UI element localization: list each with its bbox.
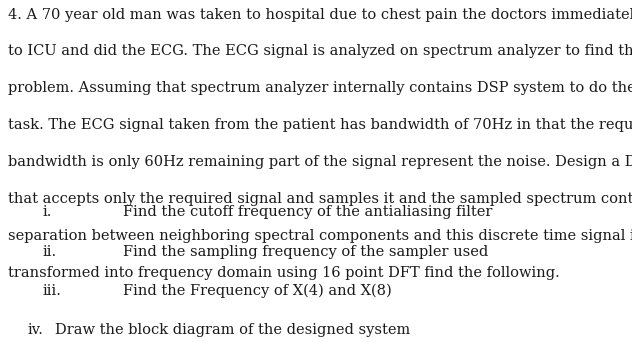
Text: to ICU and did the ECG. The ECG signal is analyzed on spectrum analyzer to find : to ICU and did the ECG. The ECG signal i… (8, 44, 632, 58)
Text: Find the sampling frequency of the sampler used: Find the sampling frequency of the sampl… (123, 245, 489, 259)
Text: Draw the block diagram of the designed system: Draw the block diagram of the designed s… (55, 323, 410, 337)
Text: bandwidth is only 60Hz remaining part of the signal represent the noise. Design : bandwidth is only 60Hz remaining part of… (8, 155, 632, 169)
Text: iii.: iii. (43, 284, 62, 298)
Text: transformed into frequency domain using 16 point DFT find the following.: transformed into frequency domain using … (8, 266, 559, 280)
Text: Find the Frequency of X(4) and X(8): Find the Frequency of X(4) and X(8) (123, 284, 392, 298)
Text: 4. A 70 year old man was taken to hospital due to chest pain the doctors immedia: 4. A 70 year old man was taken to hospit… (8, 8, 632, 22)
Text: i.: i. (43, 205, 52, 219)
Text: ii.: ii. (43, 245, 57, 259)
Text: that accepts only the required signal and samples it and the sampled spectrum co: that accepts only the required signal an… (8, 192, 632, 206)
Text: iv.: iv. (28, 323, 44, 337)
Text: Find the cutoff frequency of the antialiasing filter: Find the cutoff frequency of the antiali… (123, 205, 492, 219)
Text: problem. Assuming that spectrum analyzer internally contains DSP system to do th: problem. Assuming that spectrum analyzer… (8, 81, 632, 95)
Text: task. The ECG signal taken from the patient has bandwidth of 70Hz in that the re: task. The ECG signal taken from the pati… (8, 118, 632, 132)
Text: separation between neighboring spectral components and this discrete time signal: separation between neighboring spectral … (8, 229, 632, 243)
